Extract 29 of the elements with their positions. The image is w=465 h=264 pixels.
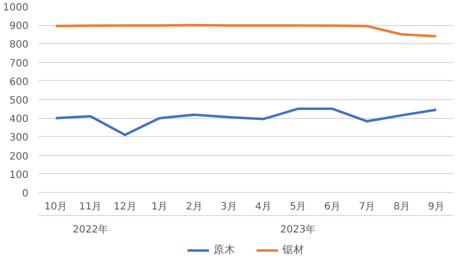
y-tick-label: 800 (9, 40, 29, 51)
line-series (54, 24, 438, 38)
legend-label: 锯材 (282, 243, 304, 257)
y-tick-label: 900 (9, 21, 29, 32)
y-tick-label: 0 (22, 188, 29, 200)
x-tick-label: 9月 (428, 202, 444, 212)
y-tick-label: 600 (9, 76, 29, 88)
y-tick-label: 700 (9, 58, 29, 70)
y-tick-label: 300 (9, 132, 29, 144)
x-tick-label: 10月 (44, 202, 68, 212)
x-tick-label: 4月 (255, 202, 272, 212)
x-tick-label: 8月 (393, 202, 410, 212)
y-tick-label: 200 (9, 151, 29, 162)
x-tick-label: 1月 (151, 202, 168, 212)
x-tick-label: 6月 (324, 202, 341, 212)
y-tick-label: 100 (9, 170, 29, 181)
y-tick-label: 500 (9, 96, 29, 106)
x-tick-label: 11月 (79, 202, 102, 212)
y-tick-label: 400 (9, 114, 29, 126)
text: 2022年 (72, 224, 108, 236)
line-series (54, 108, 438, 136)
x-tick-label: 2月 (186, 202, 202, 212)
y-tick-label: 1000 (3, 2, 29, 14)
x-tick-label: 12月 (114, 202, 136, 212)
x-tick-label: 5月 (290, 202, 306, 212)
legend-label: 原木 (214, 243, 236, 257)
x-tick-label: 3月 (220, 202, 237, 212)
x-tick-label: 7月 (358, 202, 376, 212)
text: 2023年 (280, 224, 316, 236)
